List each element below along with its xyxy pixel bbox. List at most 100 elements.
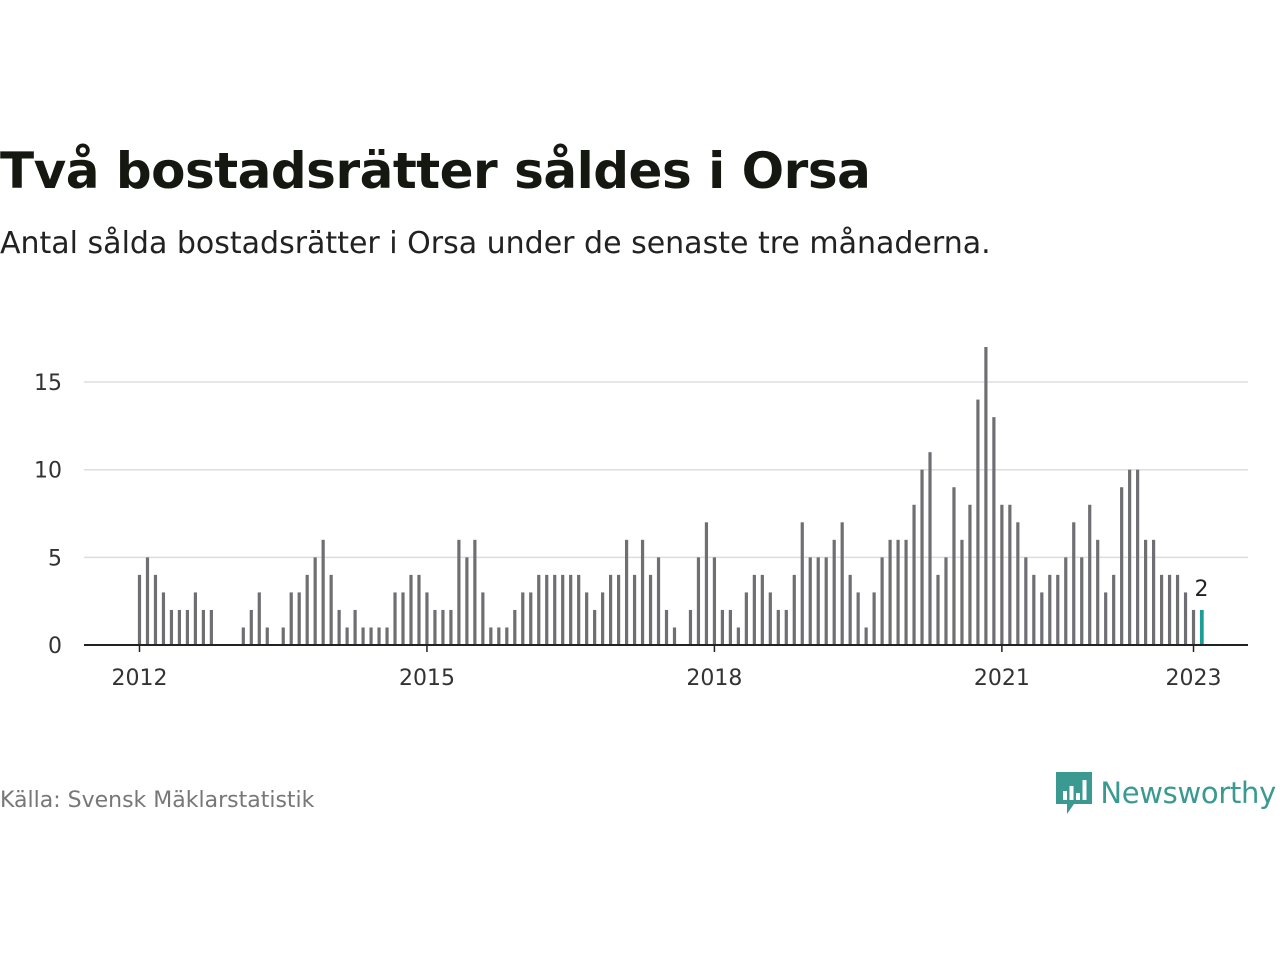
bar <box>904 539 908 645</box>
bar <box>752 574 756 645</box>
bar <box>704 522 709 645</box>
bar <box>585 592 589 645</box>
bar <box>1024 557 1028 645</box>
chart-subtitle: Antal sålda bostadsrätter i Orsa under d… <box>0 226 991 261</box>
x-tick-label: 2021 <box>974 666 1030 691</box>
x-axis: 2012 2015 2018 2021 2023 <box>112 645 1222 691</box>
bar <box>537 574 541 645</box>
bar <box>1000 504 1004 645</box>
bar <box>553 574 557 645</box>
bar <box>1159 574 1164 645</box>
bar <box>736 627 740 645</box>
bar <box>656 557 661 645</box>
bar <box>800 522 804 645</box>
bar <box>688 609 693 645</box>
y-axis: 0 5 10 15 <box>34 371 62 659</box>
bar <box>1072 522 1076 645</box>
bar <box>313 557 317 645</box>
bar <box>744 592 748 645</box>
bar <box>856 592 860 645</box>
bar <box>672 627 677 645</box>
bar <box>920 469 924 645</box>
y-tick-label: 15 <box>34 371 62 396</box>
bar <box>137 574 142 645</box>
bar-chart: 0 5 10 15 2012 2015 2018 2021 2023 2 <box>34 347 1248 691</box>
bar <box>712 557 717 645</box>
newsworthy-logo-icon <box>1056 772 1093 814</box>
bar <box>1191 609 1196 645</box>
x-tick-label: 2023 <box>1166 666 1222 691</box>
bar <box>489 627 493 645</box>
bar <box>1183 592 1188 645</box>
bar <box>145 557 150 645</box>
bar <box>513 609 517 645</box>
bar <box>1112 574 1116 645</box>
bar <box>1064 557 1068 645</box>
bar <box>369 627 373 645</box>
brand-name: Newsworthy <box>1100 776 1276 810</box>
bar <box>1096 539 1100 645</box>
bar <box>409 574 413 645</box>
bar <box>664 609 669 645</box>
bar <box>648 574 653 645</box>
bar <box>321 539 325 645</box>
bar <box>1128 469 1132 645</box>
bar <box>928 452 932 645</box>
bar <box>593 609 597 645</box>
chart-title: Två bostadsrätter såldes i Orsa <box>0 142 871 200</box>
bar <box>776 609 780 645</box>
x-tick-label: 2018 <box>686 666 742 691</box>
bar <box>465 557 469 645</box>
bar <box>361 627 365 645</box>
bar <box>297 592 301 645</box>
bar <box>984 347 988 645</box>
grid-lines <box>84 381 1248 559</box>
bar <box>824 557 828 645</box>
bar <box>960 539 964 645</box>
bar <box>473 539 477 645</box>
x-tick-label: 2012 <box>112 666 168 691</box>
bar <box>968 504 972 645</box>
bar <box>193 592 197 645</box>
bar <box>177 609 182 645</box>
bar <box>832 539 836 645</box>
bars <box>137 347 1204 645</box>
bar <box>944 557 948 645</box>
bar <box>569 574 573 645</box>
bar <box>257 592 261 645</box>
bar <box>457 539 461 645</box>
bar <box>305 574 309 645</box>
bar <box>1080 557 1084 645</box>
bar <box>289 592 293 645</box>
bar <box>816 557 820 645</box>
bar <box>1120 487 1124 645</box>
bar <box>1040 592 1044 645</box>
bar <box>481 592 485 645</box>
bar <box>249 609 253 645</box>
bar <box>1136 469 1140 645</box>
source-note: Källa: Svensk Mäklarstatistik <box>0 788 315 813</box>
brand[interactable]: Newsworthy <box>1056 772 1276 814</box>
bar <box>1144 539 1148 645</box>
bar <box>888 539 892 645</box>
bar <box>952 487 956 645</box>
bar <box>624 539 629 645</box>
bar <box>209 609 213 645</box>
bar <box>417 574 421 645</box>
bar <box>696 557 701 645</box>
bar <box>185 609 190 645</box>
bar <box>632 574 637 645</box>
bar <box>201 609 205 645</box>
bar <box>808 557 812 645</box>
bar <box>353 609 357 645</box>
latest-value-label: 2 <box>1195 577 1209 602</box>
bar <box>425 592 429 645</box>
bar <box>1167 574 1172 645</box>
bar <box>449 609 453 645</box>
bar <box>936 574 940 645</box>
bar <box>1151 539 1156 645</box>
bar <box>169 609 174 645</box>
bar <box>329 574 333 645</box>
bar <box>720 609 725 645</box>
bar <box>601 592 605 645</box>
